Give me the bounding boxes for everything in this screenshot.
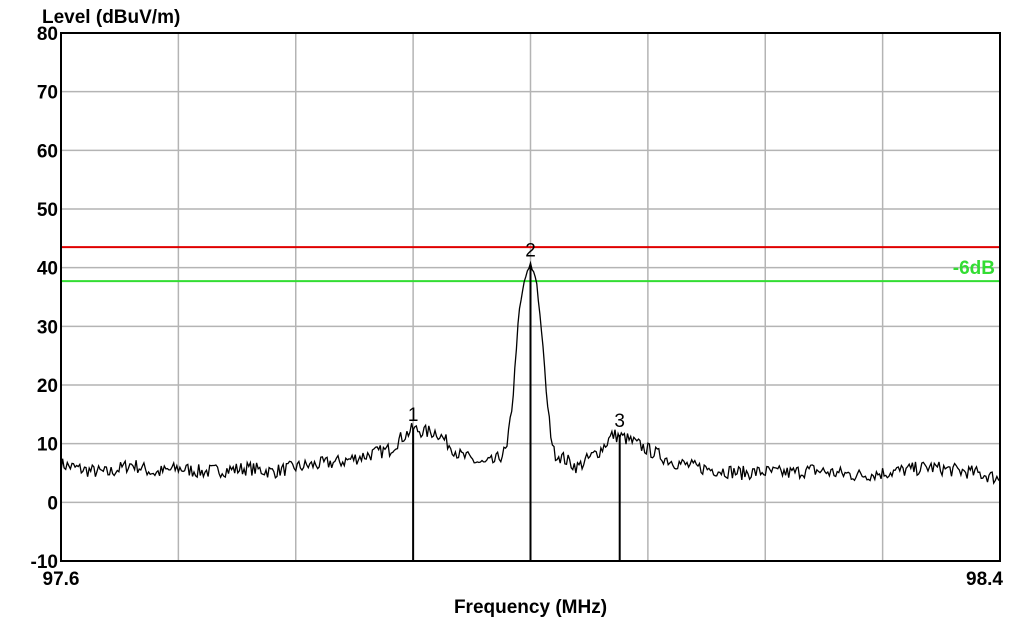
marker-label: 1 — [408, 405, 419, 426]
y-tick-label: 10 — [37, 435, 58, 456]
x-tick-label: 97.6 — [43, 569, 80, 590]
x-tick-labels: 97.6 98.4 — [43, 569, 1004, 590]
plot-frame — [60, 32, 1001, 562]
y-tick-label: 70 — [37, 83, 58, 104]
trace-line — [60, 260, 1001, 486]
y-tick-label: 20 — [37, 376, 58, 397]
trace — [60, 260, 1001, 486]
y-tick-labels: 80 70 60 50 40 30 20 10 0 -10 — [31, 24, 58, 573]
y-axis-title: Level (dBuV/m) — [42, 7, 180, 28]
y-tick-label: 0 — [47, 493, 58, 514]
y-tick-label: -10 — [31, 552, 58, 573]
reference-line-label: -6dB — [953, 258, 995, 279]
y-tick-label: 60 — [37, 141, 58, 162]
marker-label: 2 — [525, 241, 536, 262]
markers: 1 2 3 — [408, 241, 625, 561]
y-tick-label: 40 — [37, 259, 58, 280]
x-axis-title: Frequency (MHz) — [454, 597, 607, 618]
x-tick-label: 98.4 — [966, 569, 1003, 590]
y-tick-label: 80 — [37, 24, 58, 45]
y-tick-label: 30 — [37, 317, 58, 338]
marker-label: 3 — [614, 411, 625, 432]
y-tick-label: 50 — [37, 200, 58, 221]
